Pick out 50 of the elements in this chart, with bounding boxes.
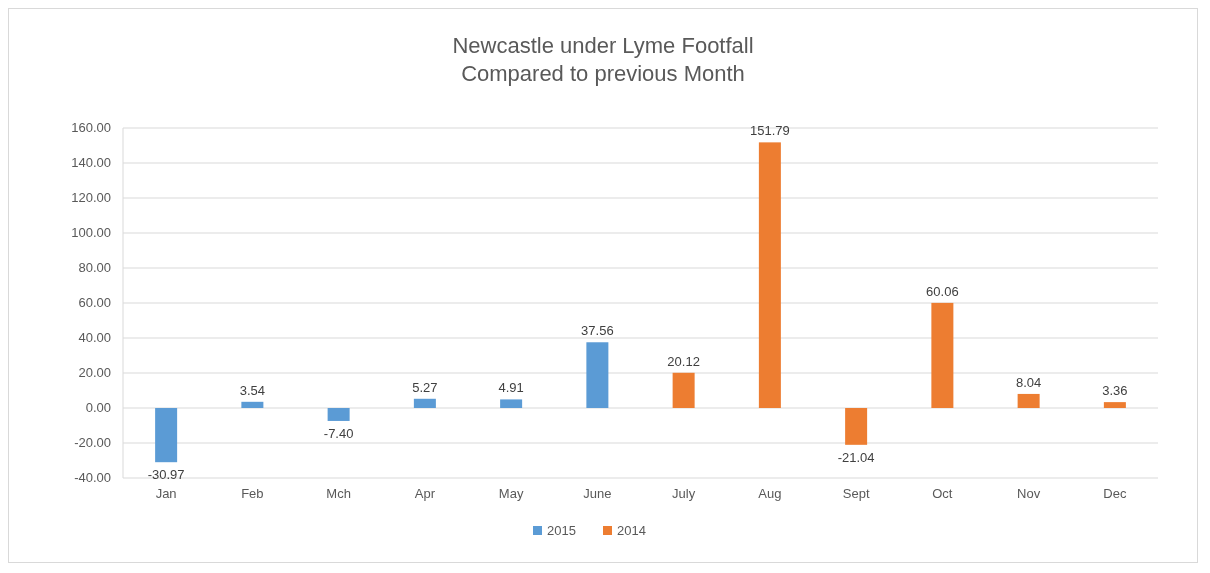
y-tick-label: 100.00 <box>71 225 111 240</box>
bar <box>500 399 523 408</box>
data-label: 5.27 <box>412 379 438 395</box>
y-tick-label: 140.00 <box>71 155 111 170</box>
y-tick-label: -40.00 <box>74 470 111 485</box>
x-tick-label: Nov <box>1017 486 1041 501</box>
data-label: -21.04 <box>837 449 875 465</box>
legend-label: 2014 <box>617 523 646 538</box>
x-tick-label: Apr <box>414 486 436 501</box>
y-tick-label: 20.00 <box>78 365 111 380</box>
y-tick-label: 40.00 <box>78 330 111 345</box>
chart-title: Newcastle under Lyme Footfall Compared to previous Month <box>452 33 754 86</box>
bar <box>672 372 695 408</box>
bar <box>241 401 264 408</box>
legend-label: 2015 <box>547 523 576 538</box>
data-label: 37.56 <box>581 323 614 339</box>
bar <box>155 408 178 463</box>
x-tick-label: June <box>583 486 612 501</box>
bar <box>586 342 609 408</box>
x-tick-label: Mch <box>326 486 351 501</box>
data-label: 4.91 <box>498 380 524 396</box>
y-tick-label: -20.00 <box>74 435 111 450</box>
x-tick-label: Jan <box>155 486 177 501</box>
y-tick-label: 160.00 <box>71 120 111 135</box>
bar <box>758 142 781 408</box>
x-tick-label: Oct <box>932 486 953 501</box>
bar <box>1017 393 1040 408</box>
data-label: 60.06 <box>926 283 959 299</box>
bar <box>413 398 436 408</box>
y-tick-label: 120.00 <box>71 190 111 205</box>
bar <box>931 302 954 408</box>
bar <box>327 408 350 421</box>
bar <box>845 408 868 445</box>
data-label: 3.54 <box>239 382 266 398</box>
x-tick-label: Sept <box>842 486 870 501</box>
y-tick-label: 80.00 <box>78 260 111 275</box>
x-tick-label: Feb <box>241 486 264 501</box>
data-label: 20.12 <box>667 353 700 369</box>
x-tick-label: Dec <box>1103 486 1127 501</box>
x-tick-label: Aug <box>758 486 782 501</box>
y-tick-label: 60.00 <box>78 295 111 310</box>
data-label: -7.40 <box>323 425 354 441</box>
data-label: 8.04 <box>1015 374 1042 390</box>
data-label: -30.97 <box>147 467 185 483</box>
bar <box>1103 402 1126 408</box>
data-label: 3.36 <box>1102 383 1128 399</box>
x-tick-label: July <box>672 486 696 501</box>
data-label: 151.79 <box>749 123 790 139</box>
y-tick-label: 0.00 <box>85 400 111 415</box>
x-tick-label: May <box>498 486 524 501</box>
